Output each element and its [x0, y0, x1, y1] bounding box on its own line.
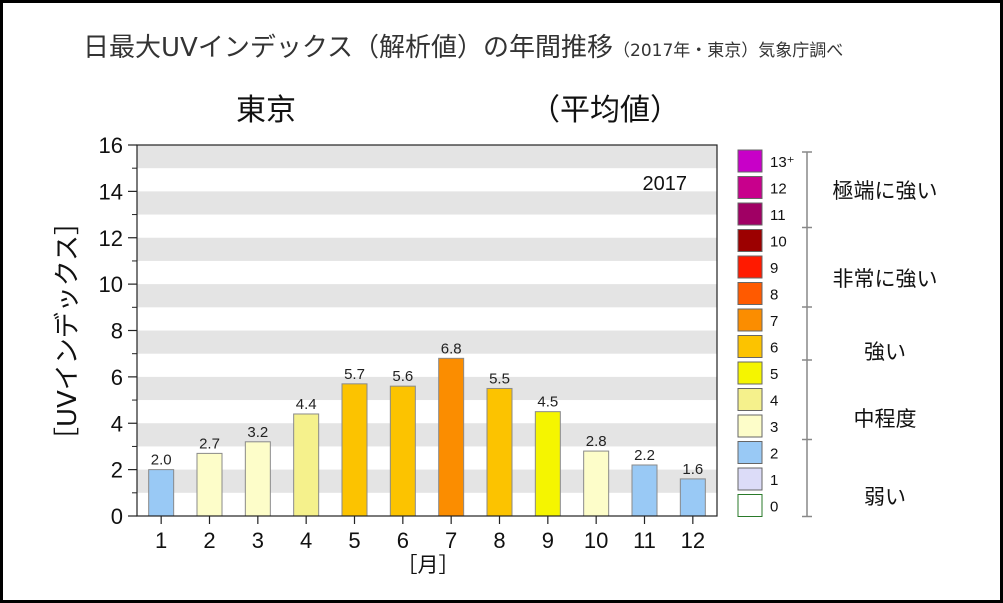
bar: [341, 383, 368, 517]
legend-swatch: [737, 255, 763, 279]
bar: [196, 452, 223, 517]
legend-label: 2: [770, 446, 778, 463]
bar: [389, 385, 416, 517]
legend-swatch: [737, 229, 763, 252]
grid-band: [137, 237, 717, 261]
legend-swatch: [737, 149, 763, 173]
legend-label: 4: [770, 393, 778, 410]
grid-band: [137, 284, 717, 308]
legend-category: 中程度: [854, 407, 917, 431]
legend-swatch: [737, 361, 763, 385]
grid-band: [137, 330, 717, 354]
x-tick-label: 6: [397, 528, 409, 553]
bar: [631, 464, 658, 517]
legend-swatch: [737, 467, 763, 491]
legend-swatch: [737, 494, 763, 517]
legend-swatch: [737, 282, 763, 305]
x-tick-label: 1: [155, 528, 167, 553]
y-tick-label: 2: [111, 458, 123, 483]
year-label: 2017: [643, 173, 688, 195]
legend-label: 6: [770, 340, 778, 357]
y-axis-ticks: 0 2 4 6 8 10 12 14 16: [99, 133, 137, 529]
y-tick-label: 8: [111, 319, 123, 344]
plot-border: [136, 144, 718, 517]
x-axis-label: ［月］: [397, 553, 460, 577]
chart-title: 日最大UVインデックス（解析値）の年間推移（2017年・東京）気象庁調べ: [83, 33, 843, 63]
legend-label: 10: [770, 234, 787, 251]
bar-value-label: 2.0: [151, 452, 172, 469]
bar-value-label: 1.6: [682, 461, 703, 478]
legend-swatch: [737, 388, 763, 411]
location-label: 東京: [236, 93, 296, 128]
legend-swatch: [737, 441, 763, 464]
bar-value-label: 6.8: [441, 340, 462, 357]
grid-band: [137, 469, 717, 493]
legend-label: 1: [770, 472, 778, 489]
x-tick-label: 12: [681, 528, 705, 553]
x-tick-label: 2: [203, 528, 215, 553]
bar: [583, 450, 610, 517]
legend-label: 12: [770, 181, 787, 198]
bar: [244, 441, 271, 517]
x-tick-label: 9: [542, 528, 554, 553]
bar-series: 2.0 1 2.7 2 3.2 3 4.4 4 5.7 5 5.6 6 6.8 7 5.5 8 4.5 9 2.8 1…: [148, 340, 706, 553]
grid-bands: [137, 145, 717, 493]
legend-label: 0: [770, 499, 778, 516]
legend-label: 9: [770, 260, 778, 277]
x-tick-label: 4: [300, 528, 312, 553]
y-tick-label: 12: [99, 226, 123, 251]
legend-category: 弱い: [864, 485, 906, 509]
legend-category: 非常に強い: [833, 267, 938, 291]
x-tick-label: 3: [252, 528, 264, 553]
bar-value-label: 5.7: [344, 366, 365, 383]
bar-value-label: 2.7: [199, 435, 220, 452]
legend-swatch: [737, 308, 763, 332]
legend-label: 5: [770, 366, 778, 383]
legend-swatch: [737, 176, 763, 199]
y-tick-label: 10: [99, 272, 123, 297]
x-tick-label: 7: [445, 528, 457, 553]
bar-value-label: 5.6: [392, 368, 413, 385]
bar: [293, 413, 320, 517]
grid-band: [137, 376, 717, 401]
y-tick-label: 0: [111, 504, 123, 529]
bar-value-label: 2.8: [586, 433, 607, 450]
y-tick-label: 6: [111, 365, 123, 390]
legend-label: 8: [770, 287, 778, 304]
legend-swatch: [737, 202, 763, 226]
legend-label: 13⁺: [770, 154, 795, 171]
y-axis-label: ［UVインデックス］: [53, 209, 83, 453]
bar-value-label: 2.2: [634, 447, 655, 464]
grid-band: [137, 145, 717, 169]
bar: [679, 478, 706, 517]
bar: [148, 469, 175, 517]
y-tick-label: 14: [99, 179, 123, 204]
y-tick-label: 4: [111, 411, 123, 436]
x-tick-label: 8: [493, 528, 505, 553]
x-tick-label: 10: [584, 528, 608, 553]
legend-category: 強い: [864, 340, 906, 364]
x-tick-label: 5: [348, 528, 360, 553]
legend-category: 極端に強い: [833, 179, 938, 203]
bar-value-label: 4.4: [296, 396, 317, 413]
bar: [534, 411, 561, 517]
bar-value-label: 5.5: [489, 370, 510, 387]
legend-label: 3: [770, 419, 778, 436]
x-tick-label: 11: [633, 528, 656, 553]
bar: [486, 387, 513, 517]
bar-value-label: 4.5: [537, 394, 558, 411]
legend-label: 11: [770, 207, 786, 224]
y-tick-label: 16: [99, 133, 123, 158]
legend-swatch: [737, 335, 763, 358]
average-label: （平均値）: [530, 93, 680, 128]
plot-area: 0 2 4 6 8 10 12 14 16 2.0 1 2.7 2 3.2 3 4.4 4 5.7 5 5.6 6 6.…: [99, 133, 718, 553]
grid-band: [137, 423, 717, 447]
legend-swatch: [737, 414, 763, 438]
bar-value-label: 3.2: [247, 424, 268, 441]
bar: [438, 357, 465, 517]
legend-label: 7: [770, 313, 778, 330]
grid-band: [137, 191, 717, 215]
